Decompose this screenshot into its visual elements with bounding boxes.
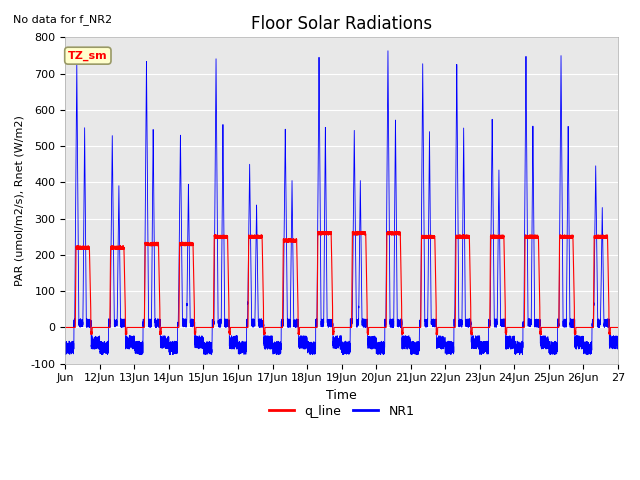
NR1 <box>205 347 212 353</box>
NR1 <box>477 347 484 352</box>
NR1 <box>384 48 392 54</box>
NR1 <box>231 343 239 349</box>
q_line <box>231 324 239 330</box>
NR1 <box>61 344 69 350</box>
q_line <box>314 228 322 234</box>
NR1 <box>309 348 317 353</box>
X-axis label: Time: Time <box>326 389 357 402</box>
Title: Floor Solar Radiations: Floor Solar Radiations <box>251 15 432 33</box>
Text: TZ_sm: TZ_sm <box>68 50 108 61</box>
NR1 <box>614 336 621 342</box>
q_line <box>61 324 69 330</box>
q_line <box>537 332 545 337</box>
Line: NR1: NR1 <box>65 51 618 355</box>
NR1 <box>543 335 551 341</box>
q_line <box>614 324 621 330</box>
NR1 <box>99 352 107 358</box>
q_line <box>205 324 212 330</box>
Legend: q_line, NR1: q_line, NR1 <box>264 400 419 423</box>
Y-axis label: PAR (umol/m2/s), Rnet (W/m2): PAR (umol/m2/s), Rnet (W/m2) <box>15 115 25 286</box>
NR1 <box>81 125 88 131</box>
Text: No data for f_NR2: No data for f_NR2 <box>13 14 112 25</box>
q_line <box>309 324 317 330</box>
Line: q_line: q_line <box>65 231 618 335</box>
q_line <box>477 324 484 330</box>
q_line <box>543 324 551 330</box>
q_line <box>81 245 88 251</box>
